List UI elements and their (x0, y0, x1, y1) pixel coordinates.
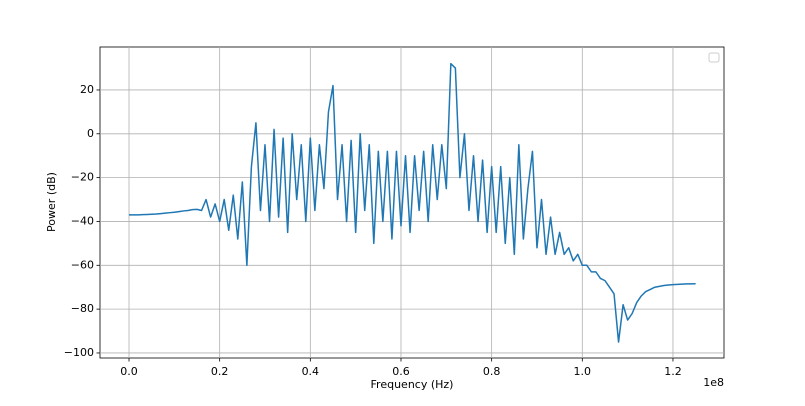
x-tick-label: 0.0 (120, 365, 138, 378)
y-axis-label: Power (dB) (45, 172, 58, 232)
x-tick-label: 0.4 (302, 365, 320, 378)
y-tick-label: 20 (80, 83, 94, 96)
x-axis-label: Frequency (Hz) (371, 378, 454, 391)
x-tick-label: 0.8 (483, 365, 501, 378)
x-offset-label: 1e8 (703, 376, 724, 389)
x-tick-label: 0.2 (211, 365, 229, 378)
y-tick-label: −100 (64, 346, 94, 359)
y-tick-label: −60 (71, 258, 94, 271)
y-tick-label: 0 (87, 127, 94, 140)
y-tick-label: −20 (71, 171, 94, 184)
spectrum-line (129, 62, 696, 343)
plot-frame (99, 46, 725, 359)
x-tick-label: 1.2 (664, 365, 682, 378)
x-tick-label: 1.0 (574, 365, 592, 378)
y-tick-label: −80 (71, 302, 94, 315)
x-tick-label: 0.6 (392, 365, 410, 378)
y-tick-label: −40 (71, 214, 94, 227)
legend (708, 52, 720, 63)
